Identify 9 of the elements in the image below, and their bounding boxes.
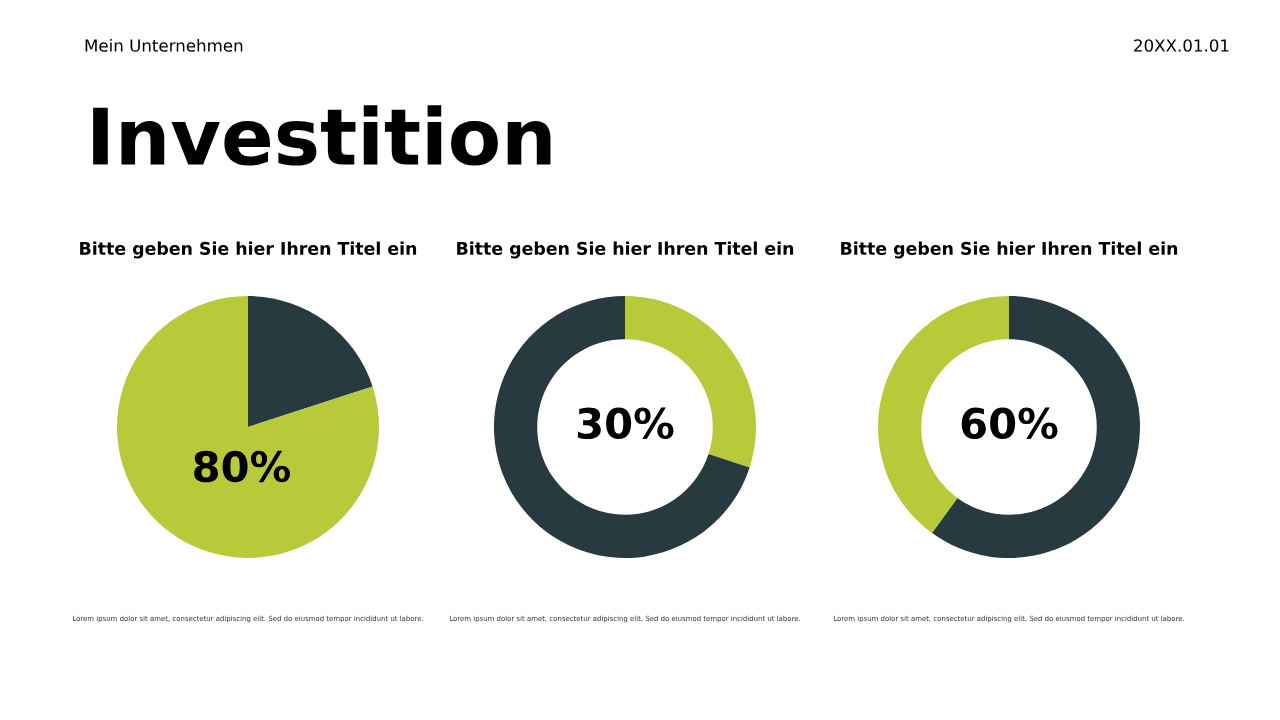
- text: Investition: [93, 105, 551, 166]
- text: 20XX.01.01: [1134, 39, 1229, 52]
- text: Mein Unternehmen: [85, 38, 243, 52]
- chart-title: Bitte geben Sie hier Ihren Titel ein: [80, 241, 417, 259]
- data-label: 60%: [961, 407, 1058, 440]
- chart-title: Bitte geben Sie hier Ihren Titel ein: [457, 241, 794, 259]
- data-label: 80%: [194, 450, 290, 483]
- data-label: 30%: [577, 407, 674, 440]
- chart-title: Bitte geben Sie hier Ihren Titel ein: [841, 241, 1178, 259]
